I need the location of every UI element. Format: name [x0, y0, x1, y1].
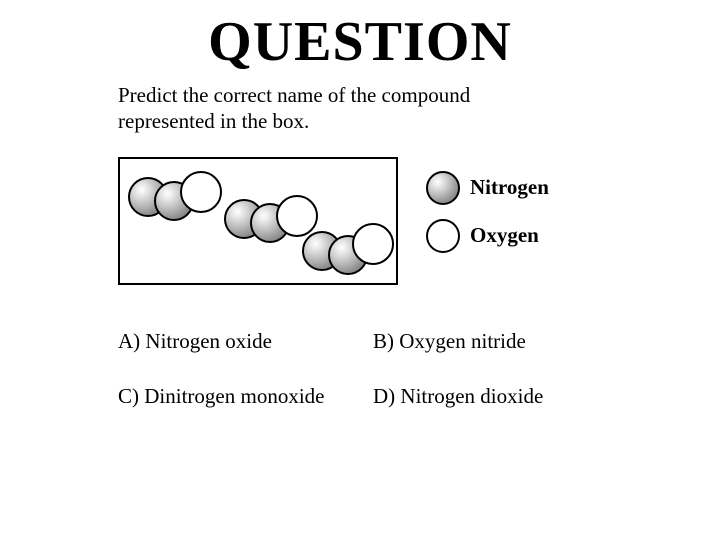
oxygen-atom: [180, 171, 222, 213]
nitrogen-sphere-icon: [426, 171, 460, 205]
legend-row-oxygen: Oxygen: [426, 219, 549, 253]
option-c[interactable]: C) Dinitrogen monoxide: [118, 384, 363, 409]
legend-row-nitrogen: Nitrogen: [426, 171, 549, 205]
option-d[interactable]: D) Nitrogen dioxide: [373, 384, 618, 409]
page-title: QUESTION: [0, 10, 720, 74]
molecule-box: [118, 157, 398, 285]
option-b[interactable]: B) Oxygen nitride: [373, 329, 618, 354]
oxygen-atom: [276, 195, 318, 237]
figure-row: Nitrogen Oxygen: [118, 157, 720, 285]
oxygen-circle-icon: [426, 219, 460, 253]
answer-options: A) Nitrogen oxide B) Oxygen nitride C) D…: [118, 329, 618, 409]
option-a[interactable]: A) Nitrogen oxide: [118, 329, 363, 354]
oxygen-atom: [352, 223, 394, 265]
legend: Nitrogen Oxygen: [426, 157, 549, 253]
legend-label-oxygen: Oxygen: [470, 223, 539, 248]
question-prompt: Predict the correct name of the compound…: [118, 82, 558, 135]
legend-label-nitrogen: Nitrogen: [470, 175, 549, 200]
